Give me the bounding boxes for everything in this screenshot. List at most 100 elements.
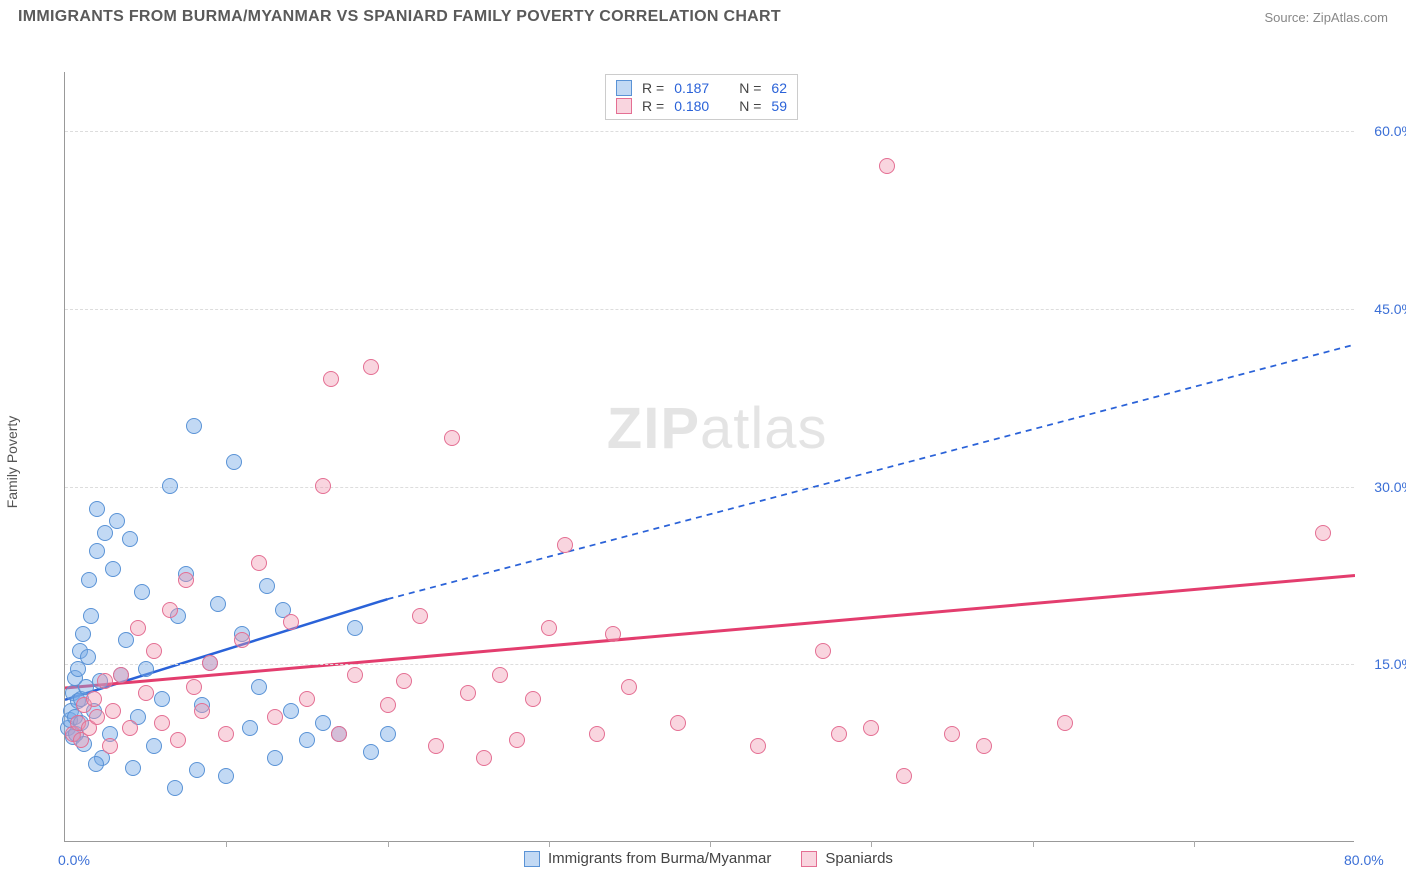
data-point (896, 768, 912, 784)
data-point (210, 596, 226, 612)
data-point (125, 760, 141, 776)
data-point (363, 744, 379, 760)
data-point (109, 513, 125, 529)
data-point (218, 768, 234, 784)
legend-item: Spaniards (801, 850, 893, 867)
data-point (75, 626, 91, 642)
data-point (863, 720, 879, 736)
data-point (130, 620, 146, 636)
n-value: 59 (771, 98, 787, 114)
watermark-suffix: atlas (700, 396, 828, 461)
legend-row: R =0.187N =62 (616, 79, 787, 97)
x-tick-mark (710, 841, 711, 847)
data-point (146, 643, 162, 659)
data-point (476, 750, 492, 766)
data-point (146, 738, 162, 754)
data-point (831, 726, 847, 742)
legend-swatch (616, 98, 632, 114)
data-point (541, 620, 557, 636)
data-point (154, 715, 170, 731)
y-tick-label: 15.0% (1374, 656, 1406, 672)
legend-row: R =0.180N =59 (616, 97, 787, 115)
n-label: N = (739, 80, 761, 96)
data-point (750, 738, 766, 754)
data-point (1057, 715, 1073, 731)
data-point (194, 703, 210, 719)
data-point (944, 726, 960, 742)
y-tick-label: 60.0% (1374, 123, 1406, 139)
x-tick-mark (871, 841, 872, 847)
gridline (65, 664, 1354, 665)
data-point (428, 738, 444, 754)
data-point (162, 602, 178, 618)
x-origin-label: 0.0% (58, 852, 90, 868)
data-point (363, 359, 379, 375)
data-point (251, 555, 267, 571)
data-point (412, 608, 428, 624)
data-point (89, 543, 105, 559)
data-point (283, 703, 299, 719)
data-point (89, 501, 105, 517)
data-point (97, 673, 113, 689)
y-axis-label: Family Poverty (4, 416, 20, 509)
data-point (105, 561, 121, 577)
data-point (122, 720, 138, 736)
legend-correlation: R =0.187N =62R =0.180N =59 (605, 74, 798, 120)
x-tick-mark (549, 841, 550, 847)
r-label: R = (642, 80, 664, 96)
legend-series: Immigrants from Burma/Myanmar Spaniards (524, 850, 893, 867)
gridline (65, 309, 1354, 310)
x-tick-mark (1033, 841, 1034, 847)
r-value: 0.180 (674, 98, 709, 114)
data-point (605, 626, 621, 642)
data-point (259, 578, 275, 594)
data-point (186, 679, 202, 695)
data-point (879, 158, 895, 174)
legend-label: Immigrants from Burma/Myanmar (548, 850, 771, 867)
plot-region: ZIPatlas R =0.187N =62R =0.180N =59 15.0… (64, 72, 1354, 842)
data-point (134, 584, 150, 600)
y-tick-label: 45.0% (1374, 301, 1406, 317)
data-point (492, 667, 508, 683)
chart-area: Family Poverty ZIPatlas R =0.187N =62R =… (18, 32, 1388, 892)
chart-source: Source: ZipAtlas.com (1264, 10, 1388, 25)
data-point (976, 738, 992, 754)
data-point (218, 726, 234, 742)
legend-swatch (801, 851, 817, 867)
watermark-prefix: ZIP (607, 396, 700, 461)
y-tick-label: 30.0% (1374, 479, 1406, 495)
legend-swatch (616, 80, 632, 96)
data-point (122, 531, 138, 547)
data-point (80, 649, 96, 665)
data-point (189, 762, 205, 778)
data-point (380, 697, 396, 713)
data-point (380, 726, 396, 742)
legend-label: Spaniards (825, 850, 893, 867)
data-point (186, 418, 202, 434)
data-point (509, 732, 525, 748)
data-point (167, 780, 183, 796)
data-point (102, 738, 118, 754)
data-point (460, 685, 476, 701)
data-point (170, 732, 186, 748)
data-point (226, 454, 242, 470)
data-point (283, 614, 299, 630)
data-point (138, 661, 154, 677)
x-tick-mark (226, 841, 227, 847)
data-point (396, 673, 412, 689)
gridline (65, 487, 1354, 488)
chart-title: IMMIGRANTS FROM BURMA/MYANMAR VS SPANIAR… (18, 8, 781, 26)
data-point (162, 478, 178, 494)
data-point (83, 608, 99, 624)
data-point (234, 632, 250, 648)
r-value: 0.187 (674, 80, 709, 96)
data-point (105, 703, 121, 719)
data-point (347, 620, 363, 636)
watermark: ZIPatlas (607, 395, 828, 462)
data-point (347, 667, 363, 683)
data-point (331, 726, 347, 742)
data-point (323, 371, 339, 387)
data-point (1315, 525, 1331, 541)
r-label: R = (642, 98, 664, 114)
data-point (621, 679, 637, 695)
